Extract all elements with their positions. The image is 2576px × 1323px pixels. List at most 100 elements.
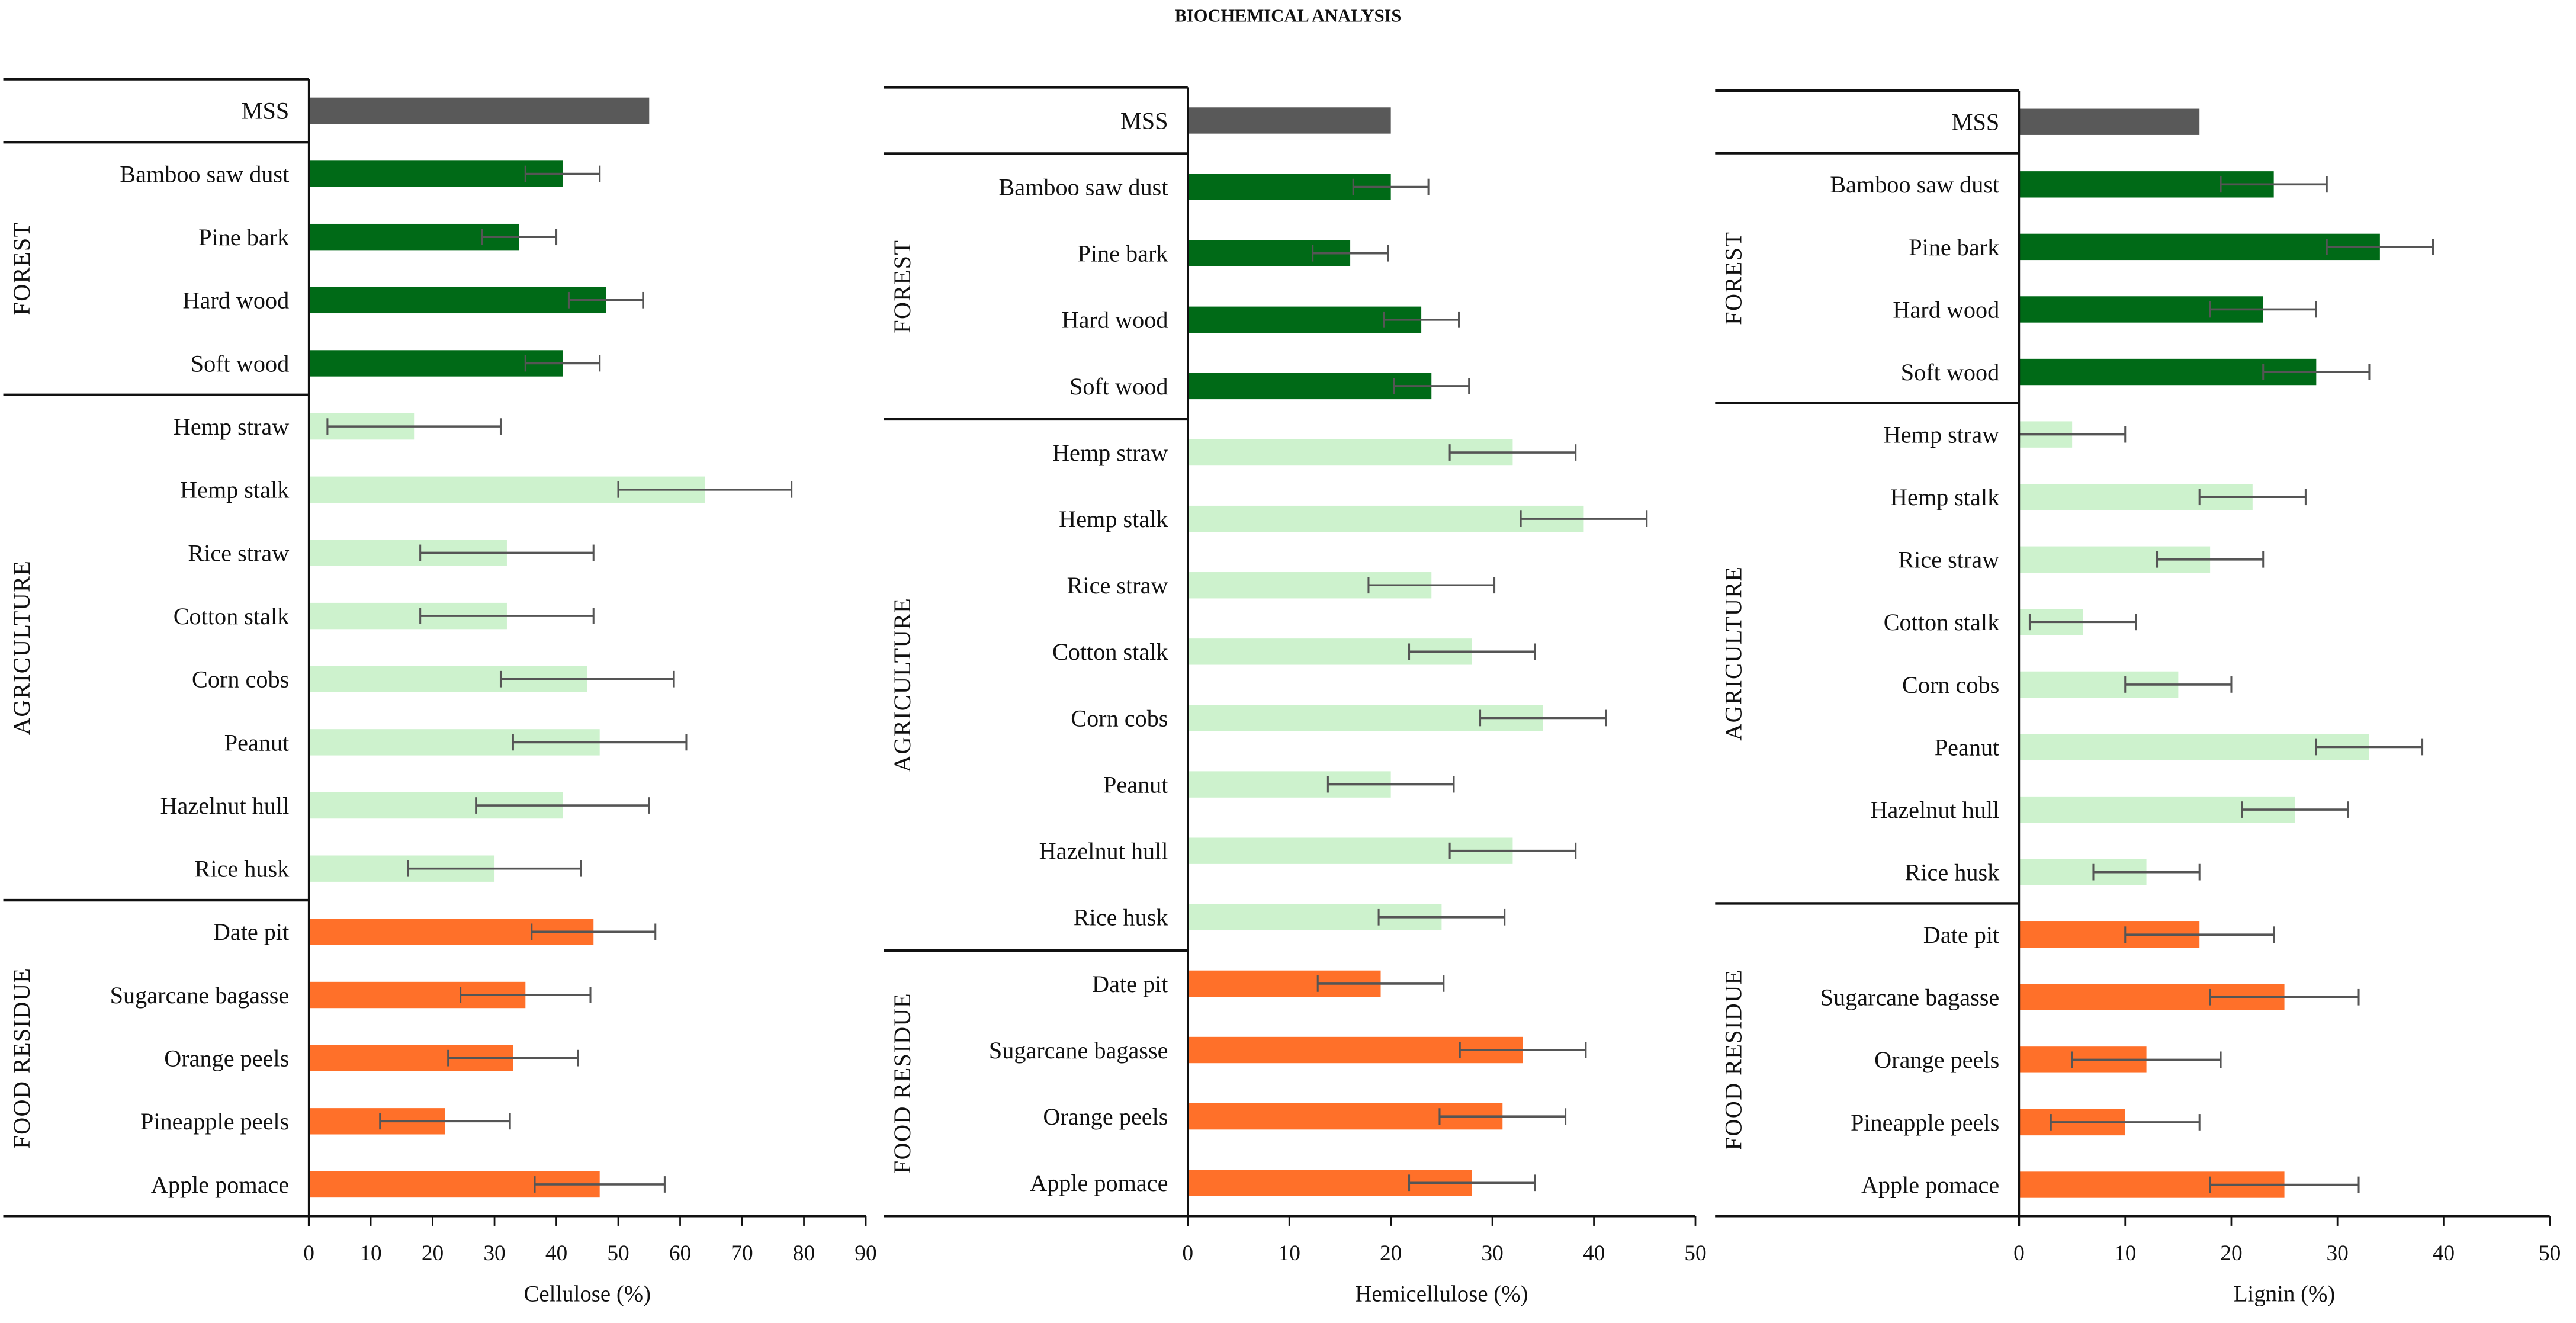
group-label: FOOD RESIDUE <box>889 993 916 1174</box>
x-tick-label: 80 <box>793 1241 815 1266</box>
category-label: Rice straw <box>1067 572 1168 599</box>
category-label: Soft wood <box>1901 359 1999 386</box>
category-label: Pine bark <box>198 224 290 251</box>
x-tick-label: 50 <box>607 1241 629 1266</box>
category-label: Date pit <box>1092 971 1168 997</box>
x-tick-label: 30 <box>2326 1241 2348 1266</box>
x-tick-label: 10 <box>359 1241 381 1266</box>
category-label: Cotton stalk <box>1884 609 2000 635</box>
bar <box>2019 233 2380 261</box>
bar <box>309 97 650 124</box>
bar <box>309 287 606 314</box>
category-label: Bamboo saw dust <box>1830 171 1999 198</box>
category-label: Apple pomace <box>1861 1171 1999 1198</box>
x-tick-label: 40 <box>2433 1241 2455 1266</box>
group-label: AGRICULTURE <box>889 598 916 772</box>
group-label: FOOD RESIDUE <box>1720 969 1747 1150</box>
x-axis-label: Cellulose (%) <box>523 1282 651 1307</box>
x-tick-label: 10 <box>2114 1241 2136 1266</box>
category-label: Date pit <box>213 919 289 945</box>
chart-panel-2: MSS Bamboo saw dust Pine bark Hard wood Soft… <box>1715 89 2561 1307</box>
category-label: Hard wood <box>1893 296 1999 323</box>
category-label: Rice husk <box>195 856 290 882</box>
category-label: Rice straw <box>1898 547 1999 573</box>
category-label: Hard wood <box>1062 307 1168 333</box>
bar <box>2019 734 2369 760</box>
category-label: Soft wood <box>191 350 289 377</box>
group-label: FOREST <box>8 221 35 315</box>
category-label: Bamboo saw dust <box>120 160 289 187</box>
bar <box>1187 505 1584 532</box>
category-label: MSS <box>242 98 290 124</box>
x-tick-label: 20 <box>422 1241 444 1266</box>
category-label: Pineapple peels <box>140 1108 289 1135</box>
category-label: Cotton stalk <box>1052 638 1168 665</box>
group-label: AGRICULTURE <box>8 560 35 735</box>
category-label: Pineapple peels <box>1851 1109 1999 1136</box>
category-label: Hemp straw <box>1052 439 1168 466</box>
category-label: Orange peels <box>164 1045 289 1072</box>
category-label: Cotton stalk <box>174 603 290 630</box>
x-tick-label: 50 <box>2539 1241 2561 1266</box>
bar <box>1187 373 1432 400</box>
x-tick-label: 0 <box>2013 1241 2025 1266</box>
category-label: Apple pomace <box>1030 1170 1168 1196</box>
category-label: Hemp stalk <box>180 477 290 503</box>
group-label: AGRICULTURE <box>1720 566 1747 740</box>
category-label: Apple pomace <box>151 1171 289 1198</box>
x-tick-label: 0 <box>303 1241 314 1266</box>
category-label: MSS <box>1120 107 1168 134</box>
category-label: Hazelnut hull <box>1870 797 1999 823</box>
category-label: Pine bark <box>1909 234 2000 261</box>
chart-panel-1: MSS Bamboo saw dust Pine bark Hard wood Soft… <box>884 86 1707 1307</box>
category-label: Bamboo saw dust <box>998 174 1168 200</box>
figure-title: BIOCHEMICAL ANALYSIS <box>1175 5 1402 25</box>
category-label: Hazelnut hull <box>160 792 289 819</box>
bar <box>1187 107 1391 134</box>
category-label: Corn cobs <box>192 666 289 693</box>
category-label: Orange peels <box>1874 1046 1999 1073</box>
category-label: Rice straw <box>188 540 289 566</box>
x-tick-label: 20 <box>1380 1241 1402 1266</box>
x-axis-label: Lignin (%) <box>2234 1282 2335 1307</box>
x-tick-label: 10 <box>1279 1241 1300 1266</box>
x-tick-label: 40 <box>545 1241 567 1266</box>
group-label: FOREST <box>889 240 916 333</box>
category-label: Hemp straw <box>1884 421 1999 448</box>
bar <box>2019 108 2200 135</box>
bar <box>309 160 563 187</box>
category-label: Sugarcane bagasse <box>110 982 290 1009</box>
category-label: Pine bark <box>1077 240 1168 267</box>
x-tick-label: 40 <box>1583 1241 1605 1266</box>
bar <box>309 350 563 377</box>
category-label: Date pit <box>1923 921 1999 948</box>
category-label: Rice husk <box>1904 859 2000 886</box>
category-label: MSS <box>1952 109 2000 136</box>
category-label: Rice husk <box>1074 904 1169 931</box>
x-tick-label: 90 <box>855 1241 876 1266</box>
x-tick-label: 30 <box>483 1241 505 1266</box>
category-label: Soft wood <box>1069 373 1168 400</box>
category-label: Hemp stalk <box>1059 506 1168 532</box>
x-tick-label: 0 <box>1182 1241 1193 1266</box>
category-label: Orange peels <box>1043 1103 1168 1130</box>
category-label: Hazelnut hull <box>1039 838 1168 865</box>
category-label: Corn cobs <box>1902 672 1999 698</box>
x-tick-label: 20 <box>2220 1241 2242 1266</box>
category-label: Sugarcane bagasse <box>1820 984 2000 1011</box>
category-label: Peanut <box>224 729 289 756</box>
category-label: Peanut <box>1935 734 1999 760</box>
group-label: FOREST <box>1720 232 1747 325</box>
x-tick-label: 30 <box>1481 1241 1503 1266</box>
category-label: Hemp straw <box>174 413 289 440</box>
category-label: Hard wood <box>182 287 289 314</box>
category-label: Peanut <box>1103 771 1168 798</box>
x-tick-label: 70 <box>731 1241 753 1266</box>
chart-panel-0: MSS Bamboo saw dust Pine bark Hard wood Soft… <box>3 78 877 1307</box>
x-tick-label: 60 <box>669 1241 691 1266</box>
group-label: FOOD RESIDUE <box>8 968 35 1149</box>
category-label: Sugarcane bagasse <box>989 1037 1168 1064</box>
bar <box>1187 306 1422 333</box>
category-label: Hemp stalk <box>1890 484 2000 510</box>
